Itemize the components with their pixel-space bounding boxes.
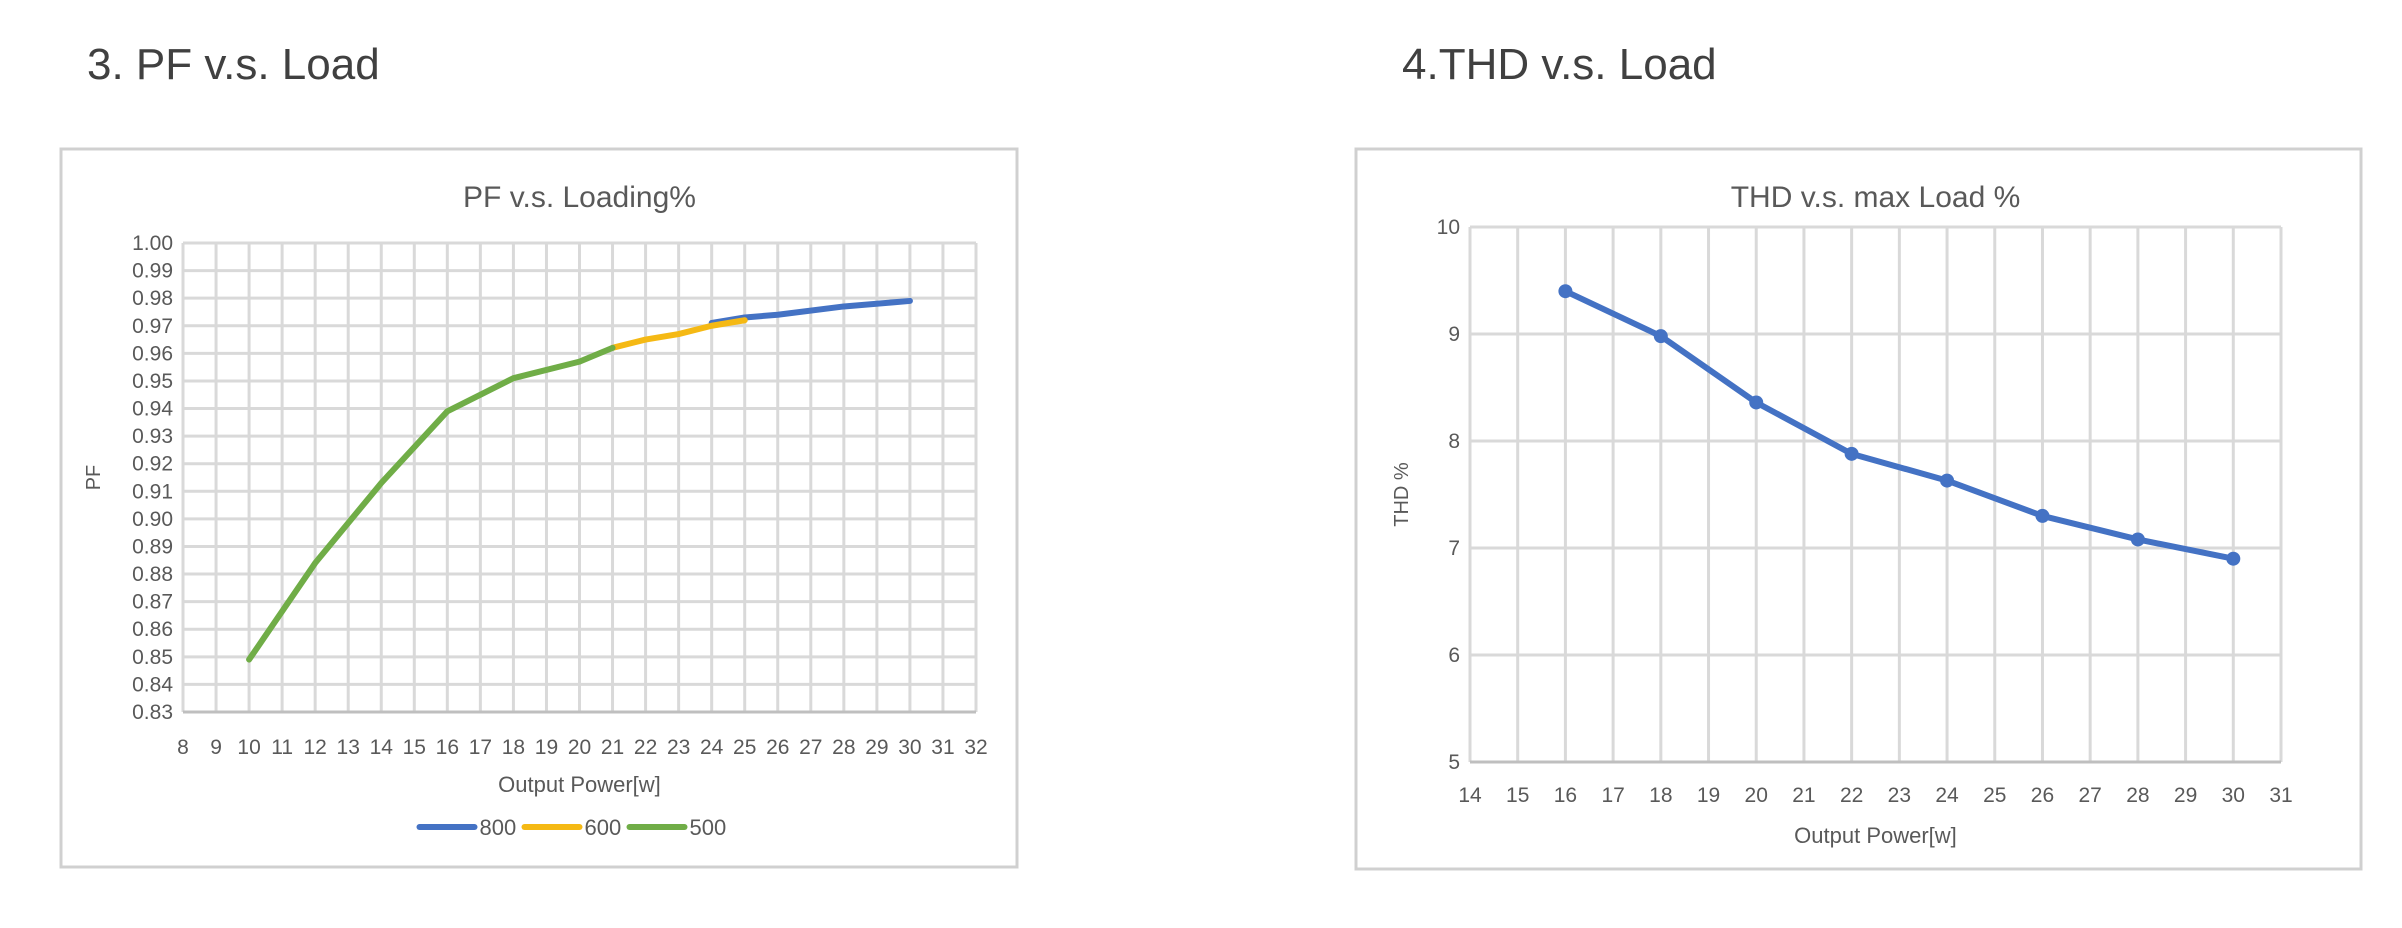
- y-tick-label: 0.83: [132, 701, 173, 724]
- x-tick-label: 31: [2269, 784, 2292, 807]
- x-tick-label: 25: [1983, 784, 2006, 807]
- legend-label-800: 800: [480, 815, 517, 840]
- x-tick-label: 15: [403, 736, 426, 759]
- data-point: [1749, 395, 1764, 410]
- x-tick-label: 8: [177, 736, 189, 759]
- section-heading-pf: 3. PF v.s. Load: [87, 40, 380, 89]
- x-axis-label: Output Power[w]: [498, 772, 661, 797]
- y-tick-label: 9: [1448, 323, 1460, 346]
- data-point: [1653, 329, 1668, 344]
- series-line-thd: [1562, 288, 2237, 562]
- x-tick-label: 15: [1506, 784, 1529, 807]
- y-tick-label: 0.84: [132, 673, 173, 696]
- x-tick-label: 21: [1792, 784, 1815, 807]
- series-line-500: [246, 344, 616, 663]
- y-tick-label: 0.91: [132, 480, 173, 503]
- y-tick-label: 0.89: [132, 535, 173, 558]
- data-point: [2035, 508, 2050, 523]
- x-tick-label: 24: [700, 736, 724, 759]
- x-tick-label: 9: [210, 736, 222, 759]
- x-tick-label: 28: [832, 736, 855, 759]
- x-tick-label: 19: [535, 736, 558, 759]
- x-tick-label: 32: [964, 736, 987, 759]
- y-tick-label: 6: [1448, 644, 1460, 667]
- chart-1: PF v.s. Loading% 8 9 10 11 12 13 14 15 16 17 18 19 20…: [59, 147, 1019, 869]
- y-axis-label: PF: [83, 465, 105, 491]
- y-tick-label: 0.88: [132, 563, 173, 586]
- y-tick-label: 0.95: [132, 370, 173, 393]
- section-heading-thd: 4.THD v.s. Load: [1402, 40, 1717, 89]
- x-tick-label: 29: [2174, 784, 2197, 807]
- x-tick-label: 13: [337, 736, 360, 759]
- chart-2: THD v.s. max Load % 14 15 16 17 18 19 20 21 22 23 2…: [1354, 147, 2363, 871]
- x-tick-label: 30: [2222, 784, 2245, 807]
- data-point: [2226, 551, 2241, 566]
- x-tick-label: 18: [502, 736, 525, 759]
- chart-title: THD v.s. max Load %: [1731, 181, 2021, 214]
- x-tick-label: 17: [1601, 784, 1624, 807]
- x-tick-label: 14: [370, 736, 394, 759]
- y-tick-label: 0.90: [132, 508, 173, 531]
- y-tick-label: 7: [1448, 537, 1460, 560]
- x-tick-label: 20: [1745, 784, 1768, 807]
- y-tick-label: 0.96: [132, 342, 173, 365]
- x-tick-label: 26: [2031, 784, 2054, 807]
- x-tick-label: 23: [1888, 784, 1911, 807]
- data-point: [1558, 284, 1573, 299]
- y-tick-label: 0.98: [132, 287, 173, 310]
- y-tick-label: 10: [1437, 216, 1460, 239]
- y-tick-label: 0.92: [132, 453, 173, 476]
- series-line-600: [609, 317, 748, 351]
- x-tick-label: 14: [1458, 784, 1482, 807]
- x-tick-label: 11: [271, 736, 293, 759]
- y-tick-label: 8: [1448, 430, 1460, 453]
- data-point: [2130, 532, 2145, 547]
- x-tick-label: 25: [733, 736, 756, 759]
- legend-label-500: 500: [690, 815, 727, 840]
- x-tick-label: 12: [303, 736, 326, 759]
- x-tick-label: 26: [766, 736, 789, 759]
- x-tick-label: 21: [601, 736, 624, 759]
- x-tick-label: 27: [799, 736, 822, 759]
- y-tick-label: 0.93: [132, 425, 173, 448]
- x-tick-label: 20: [568, 736, 591, 759]
- y-tick-label: 0.87: [132, 591, 173, 614]
- y-tick-label: 0.99: [132, 260, 173, 283]
- y-axis-label: THD %: [1391, 462, 1413, 527]
- chart-frame: [59, 147, 1019, 869]
- x-tick-label: 22: [1840, 784, 1863, 807]
- x-tick-label: 18: [1649, 784, 1672, 807]
- y-tick-label: 0.86: [132, 618, 173, 641]
- chart-title: PF v.s. Loading%: [463, 181, 696, 214]
- x-tick-label: 23: [667, 736, 690, 759]
- chart-frame: [1354, 147, 2363, 871]
- x-tick-label: 28: [2126, 784, 2149, 807]
- y-tick-label: 1.00: [132, 232, 173, 255]
- y-tick-label: 0.97: [132, 315, 173, 338]
- x-tick-label: 22: [634, 736, 657, 759]
- x-tick-label: 16: [1554, 784, 1577, 807]
- x-tick-label: 19: [1697, 784, 1720, 807]
- x-tick-label: 24: [1935, 784, 1959, 807]
- data-point: [1844, 446, 1859, 461]
- x-tick-label: 29: [865, 736, 888, 759]
- x-tick-label: 17: [469, 736, 492, 759]
- x-tick-label: 27: [2078, 784, 2101, 807]
- y-tick-label: 0.85: [132, 646, 173, 669]
- x-tick-label: 30: [898, 736, 921, 759]
- x-axis-label: Output Power[w]: [1794, 823, 1957, 848]
- legend-label-600: 600: [585, 815, 622, 840]
- y-tick-label: 5: [1448, 751, 1460, 774]
- data-point: [1940, 473, 1955, 488]
- x-tick-label: 16: [436, 736, 459, 759]
- y-tick-label: 0.94: [132, 398, 173, 421]
- x-tick-label: 31: [931, 736, 954, 759]
- x-tick-label: 10: [237, 736, 260, 759]
